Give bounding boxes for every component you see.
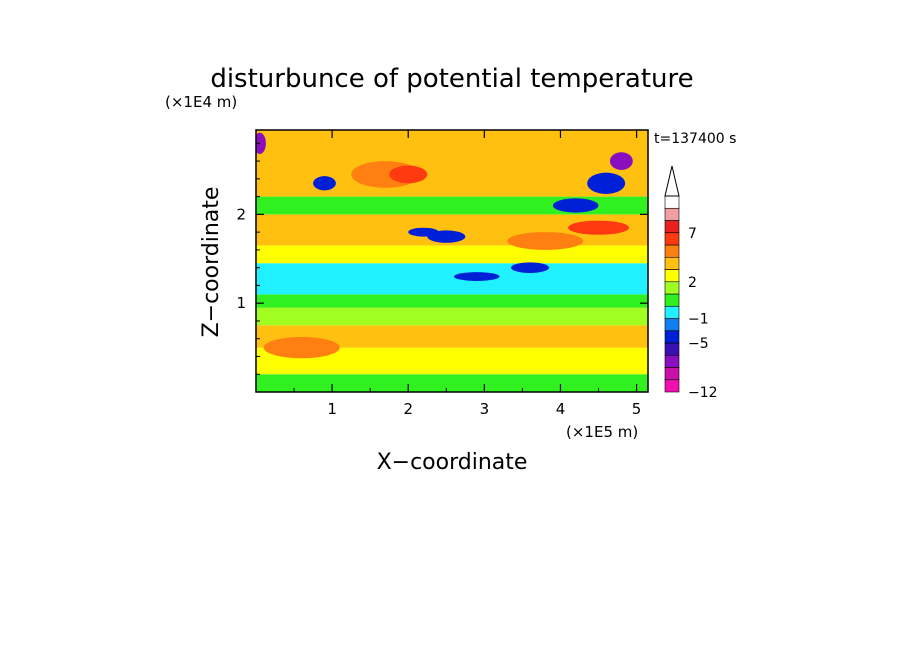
x-tick-label: 5 [632,400,642,418]
contour-cell [609,152,633,170]
x-unit-label: (×1E5 m) [566,423,638,441]
contour-cell [507,232,584,250]
colorbar-bin [664,318,680,332]
contour-cell [453,272,500,281]
colorbar: −12−5−127 [664,165,718,401]
colorbar-bin [664,281,680,295]
y-axis: 12 [236,142,648,375]
x-tick-label: 3 [480,400,490,418]
contour-cell [552,198,599,213]
colorbar-bin [664,293,680,307]
contour-band [256,307,648,326]
contour-cell [389,165,428,184]
contour-band [256,294,648,308]
colorbar-bin [664,269,680,283]
colorbar-bin [664,207,680,221]
colorbar-bin [664,232,680,246]
y-axis-title: Z−coordinate [199,187,224,338]
colorbar-bin [664,367,680,381]
colorbar-tick-label: 7 [688,226,697,242]
x-tick-label: 4 [556,400,566,418]
contour-cell [587,172,626,194]
colorbar-tick-label: −12 [688,385,718,401]
contour-cell [427,230,466,243]
x-tick-label: 2 [403,400,413,418]
colorbar-bin [664,256,680,270]
contour-cell [256,132,266,154]
x-axis: 1 2 3 4 5 [293,130,642,418]
chart-title: disturbunce of potential temperature [210,64,693,94]
y-tick-label: 1 [236,294,246,312]
y-unit-label: (×1E4 m) [165,93,237,111]
contour-band [256,245,648,264]
x-axis-title: X−coordinate [377,450,528,475]
colorbar-bin [664,342,680,356]
colorbar-tick-label: −1 [688,312,709,328]
x-tick-label: 1 [327,400,337,418]
contour-band [256,374,648,392]
colorbar-bin [664,305,680,319]
colorbar-bin [664,354,680,368]
contour-cell [510,262,550,273]
colorbar-bin [664,244,680,258]
y-tick-label: 2 [236,205,246,223]
contour-band [256,263,648,295]
colorbar-bin [664,195,680,209]
contour-cell [313,176,336,191]
contour-cell [263,336,340,359]
plot-frame [255,129,649,393]
contour-band [256,325,648,348]
contour-cell [568,220,629,235]
contour-field [256,130,648,392]
colorbar-tick-label: 2 [688,275,697,291]
time-label: t=137400 s [654,131,736,147]
contour-band [256,196,648,215]
colorbar-bin [664,220,680,234]
colorbar-extend-arrow [664,165,680,197]
colorbar-tick-label: −5 [688,336,709,352]
colorbar-bin [664,330,680,344]
colorbar-bin [664,379,680,393]
